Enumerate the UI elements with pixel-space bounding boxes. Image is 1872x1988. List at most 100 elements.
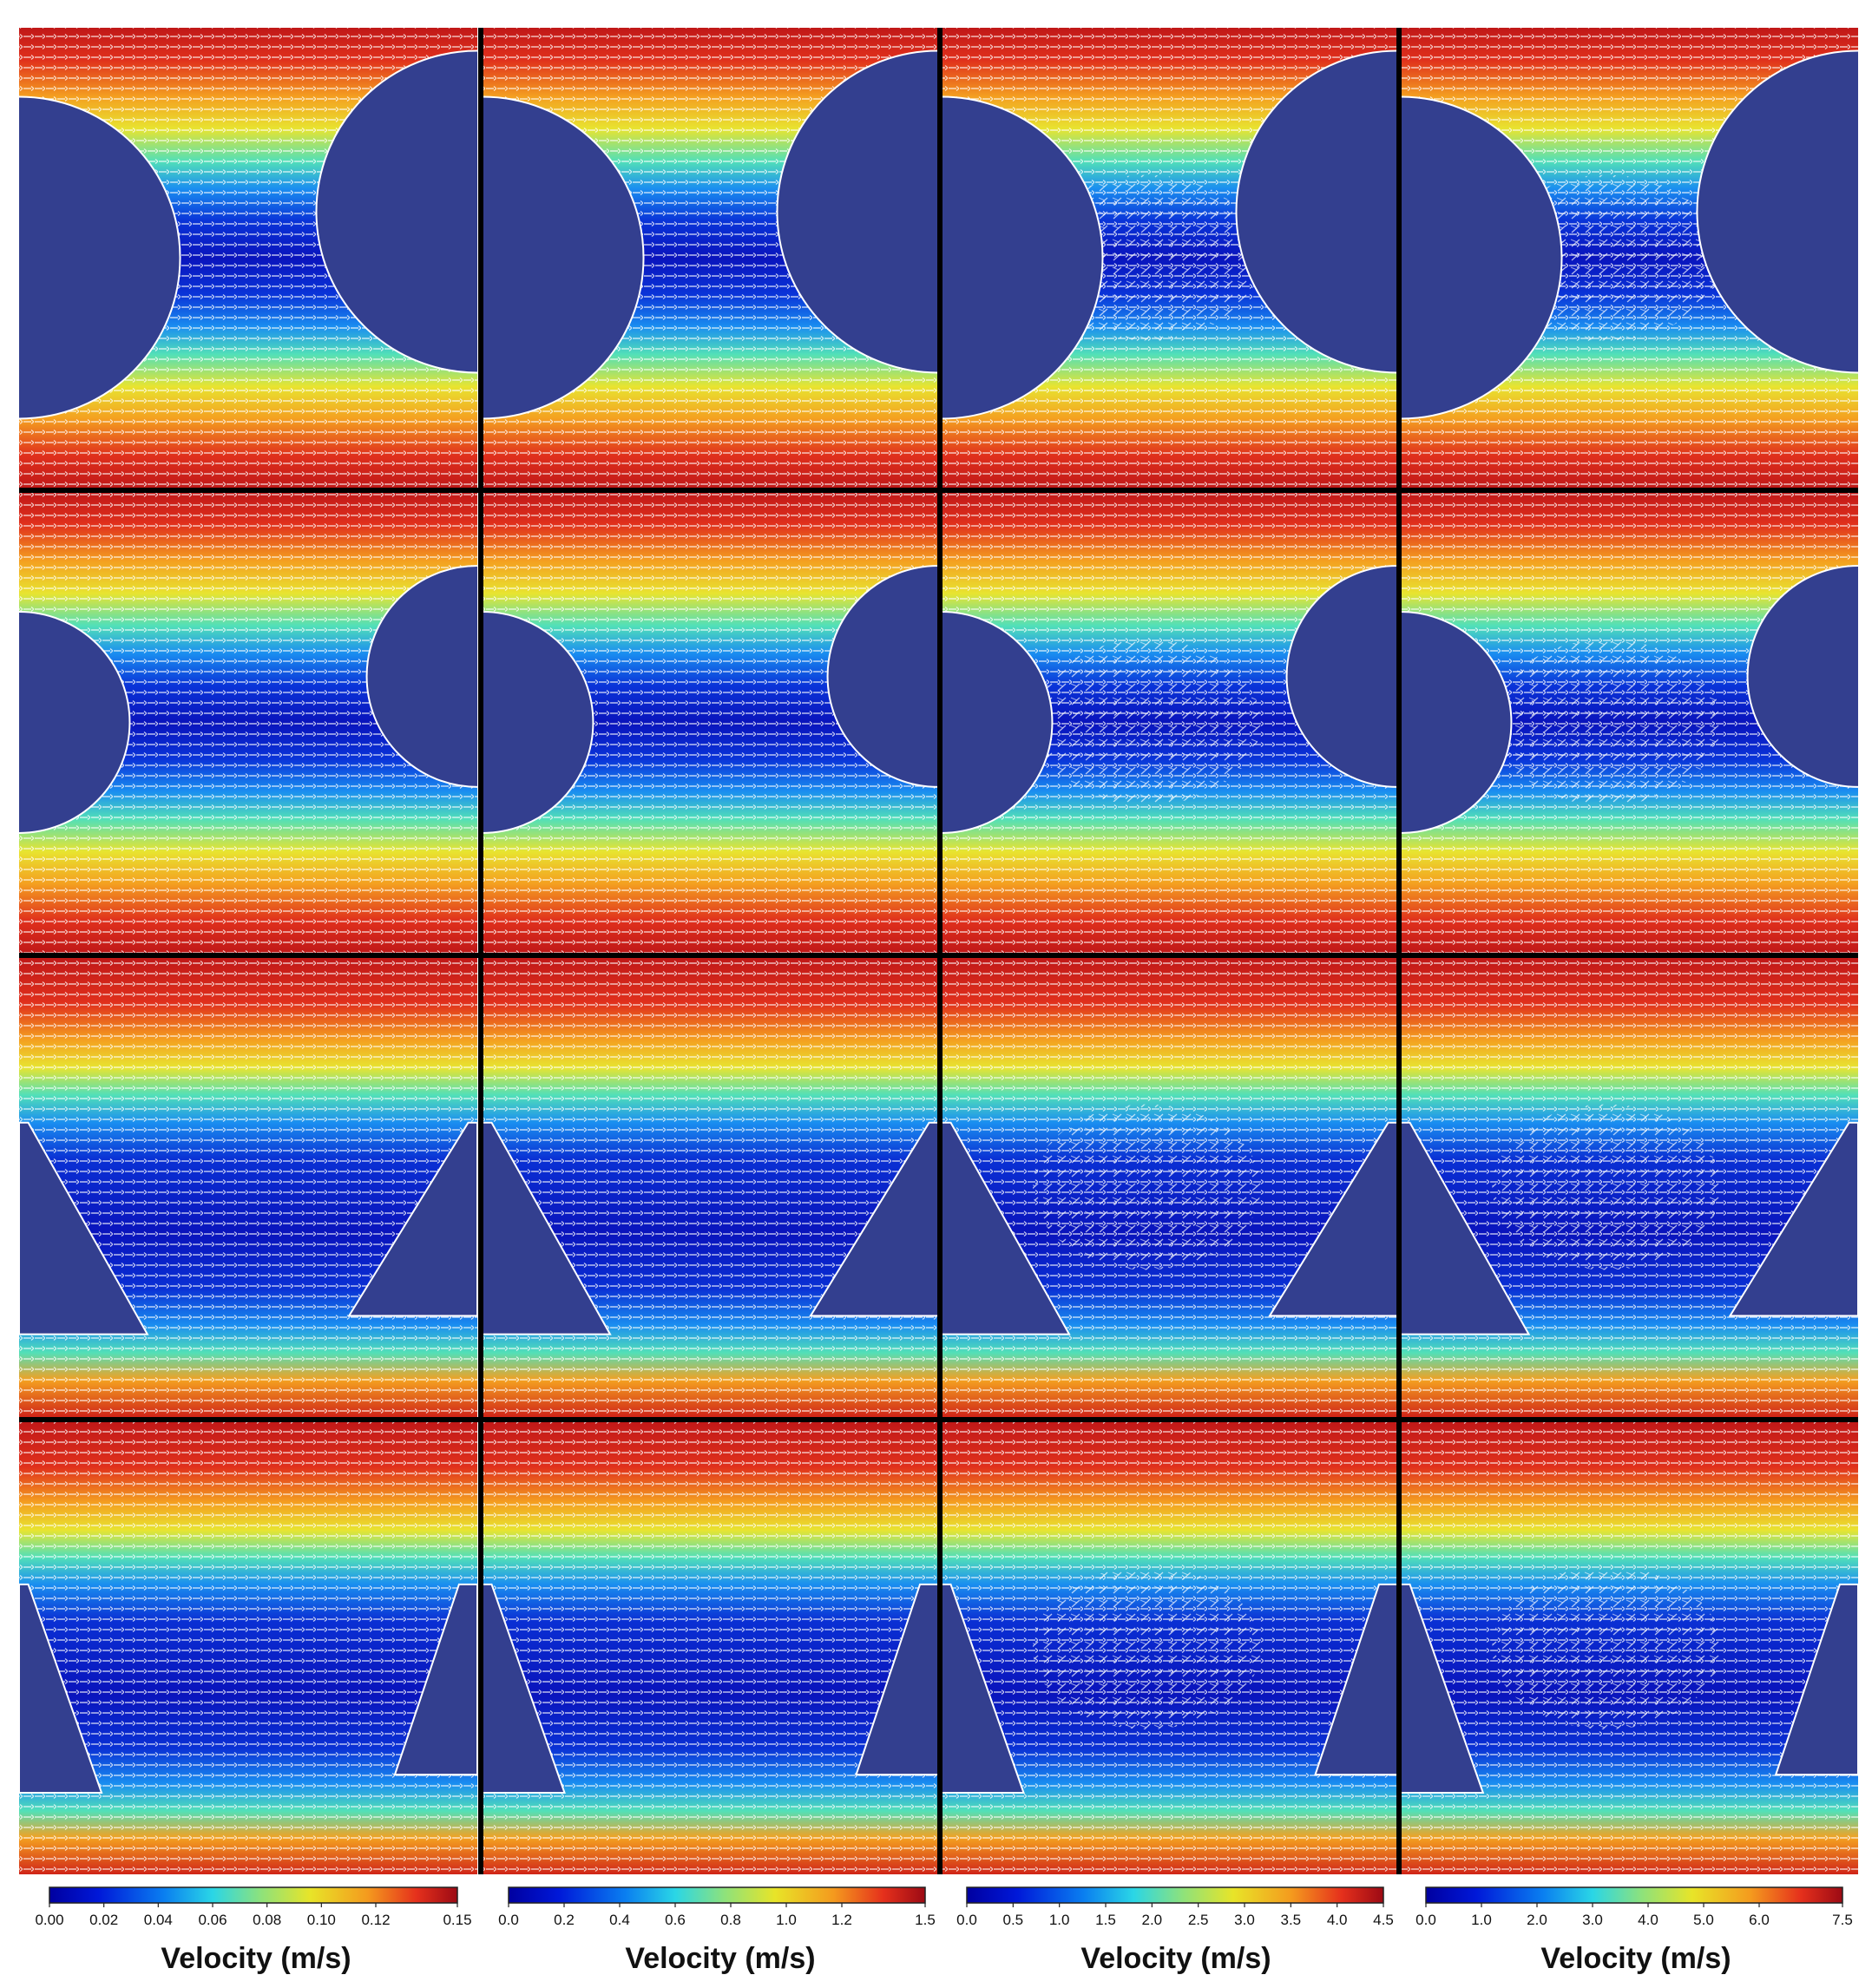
colorbar: 0.00 0.02 0.04 0.06 0.08 0.10 0.12 0.15 xyxy=(35,1886,472,1928)
vector-overlay xyxy=(483,1421,938,1874)
circular-obstacle xyxy=(826,564,938,788)
colorbar-tick-label: 2.0 xyxy=(1527,1912,1547,1928)
velocity-panel xyxy=(483,492,938,953)
colorbar-label-1: Velocity (m/s) xyxy=(161,1942,351,1975)
recirculation-vortex xyxy=(1492,1104,1721,1270)
colorbar-tick-label: 0.6 xyxy=(665,1912,686,1928)
velocity-panel xyxy=(19,492,477,953)
colorbar-tick-label: 0.04 xyxy=(144,1912,173,1928)
circular-obstacle xyxy=(483,95,645,420)
trapezoid-obstacle xyxy=(19,1583,103,1794)
circular-obstacle xyxy=(1746,564,1858,788)
colorbar: 0.0 0.5 1.0 1.5 2.0 2.5 3.0 3.5 4.0 4.5 xyxy=(956,1886,1394,1928)
recirculation-vortex xyxy=(1033,639,1261,806)
panel-divider xyxy=(19,1417,1858,1422)
vector-overlay xyxy=(19,957,477,1417)
velocity-panel xyxy=(1401,28,1858,488)
colorbar-tick-label: 0.08 xyxy=(253,1912,281,1928)
velocity-panel xyxy=(483,28,938,488)
colorbar: 0.0 1.0 2.0 3.0 4.0 5.0 6.0 7.5 xyxy=(1415,1886,1853,1928)
colorbar-tick-label: 1.0 xyxy=(776,1912,797,1928)
colorbar-group: 0.00 0.02 0.04 0.06 0.08 0.10 0.12 0.15 0.0 0.2 0.… xyxy=(35,1886,1853,1928)
velocity-panel xyxy=(483,1421,938,1874)
colorbar-tick-label: 0.06 xyxy=(198,1912,227,1928)
circular-obstacle xyxy=(1696,49,1858,374)
colorbar-tick-label: 2.5 xyxy=(1188,1912,1209,1928)
colorbar-tick-label: 0.12 xyxy=(361,1912,390,1928)
colorbar-tick-label: 0.4 xyxy=(609,1912,630,1928)
velocity-panel xyxy=(483,957,938,1417)
colorbar-tick-label: 0.8 xyxy=(720,1912,741,1928)
colorbar-tick-label: 4.0 xyxy=(1327,1912,1348,1928)
colorbar-tick-label: 4.0 xyxy=(1638,1912,1659,1928)
trapezoid-obstacle xyxy=(483,1583,566,1794)
colorbar-tick-label: 0.0 xyxy=(498,1912,519,1928)
colorbar-tick-label: 0.10 xyxy=(307,1912,336,1928)
velocity-panel xyxy=(942,957,1397,1417)
trapezoid-obstacle xyxy=(347,1121,477,1317)
trapezoid-obstacle xyxy=(942,1583,1025,1794)
panel-divider xyxy=(937,28,943,1874)
vector-overlay xyxy=(483,957,938,1417)
colorbar-tick-label: 6.0 xyxy=(1749,1912,1770,1928)
colorbar-tick-label: 0.02 xyxy=(89,1912,118,1928)
recirculation-vortex xyxy=(1033,1566,1261,1729)
trapezoid-obstacle xyxy=(1268,1121,1397,1317)
velocity-panel xyxy=(942,492,1397,953)
circular-obstacle xyxy=(942,95,1104,420)
trapezoid-obstacle xyxy=(855,1583,938,1776)
panel-grid xyxy=(19,28,1858,1874)
circular-obstacle xyxy=(1235,49,1397,374)
circular-obstacle xyxy=(19,611,131,834)
circular-obstacle xyxy=(942,611,1054,834)
colorbar-tick-label: 0.5 xyxy=(1003,1912,1024,1928)
panel-divider xyxy=(19,488,1858,493)
circular-obstacle xyxy=(315,49,477,374)
velocity-panel xyxy=(19,28,477,488)
trapezoid-obstacle xyxy=(809,1121,938,1317)
panel-divider xyxy=(478,28,483,1874)
colorbar-tick-label: 1.5 xyxy=(1095,1912,1116,1928)
colorbar-tick-label: 1.0 xyxy=(1049,1912,1070,1928)
colorbar-tick-label: 5.0 xyxy=(1693,1912,1714,1928)
trapezoid-obstacle xyxy=(1314,1583,1397,1776)
colorbar-tick-label: 0.0 xyxy=(956,1912,977,1928)
trapezoid-obstacle xyxy=(1728,1121,1858,1317)
panel-divider xyxy=(19,953,1858,958)
colorbar-tick-label: 1.0 xyxy=(1471,1912,1492,1928)
colorbar-label-4: Velocity (m/s) xyxy=(1540,1942,1731,1975)
colorbar-tick-label: 3.5 xyxy=(1281,1912,1302,1928)
velocity-panel xyxy=(19,957,477,1417)
colorbar-tick-label: 0.00 xyxy=(35,1912,63,1928)
colorbar-tick-label: 1.2 xyxy=(831,1912,852,1928)
colorbar-tick-label: 4.5 xyxy=(1373,1912,1394,1928)
colorbar-tick-label: 1.5 xyxy=(915,1912,936,1928)
trapezoid-obstacle xyxy=(1401,1583,1485,1794)
circular-obstacle xyxy=(776,49,938,374)
circular-obstacle xyxy=(1285,564,1397,788)
trapezoid-obstacle xyxy=(1401,1121,1531,1335)
velocity-panel xyxy=(942,1421,1397,1874)
colorbar-tick-label: 0.15 xyxy=(443,1912,471,1928)
colorbar: 0.0 0.2 0.4 0.6 0.8 1.0 1.2 1.5 xyxy=(498,1886,936,1928)
recirculation-vortex xyxy=(1492,1566,1721,1729)
colorbar-tick-label: 0.2 xyxy=(554,1912,575,1928)
colorbar-label-3: Velocity (m/s) xyxy=(1081,1942,1271,1975)
colorbar-tick-label: 3.0 xyxy=(1582,1912,1603,1928)
colorbar-tick-label: 0.0 xyxy=(1415,1912,1436,1928)
panel-divider xyxy=(1396,28,1402,1874)
velocity-panel xyxy=(1401,492,1858,953)
velocity-panel xyxy=(942,28,1397,488)
colorbar-tick-label: 3.0 xyxy=(1234,1912,1255,1928)
trapezoid-obstacle xyxy=(393,1583,477,1776)
velocity-panel xyxy=(19,1421,477,1874)
trapezoid-obstacle xyxy=(942,1121,1071,1335)
vector-overlay xyxy=(19,1421,477,1874)
circular-obstacle xyxy=(365,564,477,788)
circular-obstacle xyxy=(1401,95,1563,420)
recirculation-vortex xyxy=(1492,639,1721,806)
velocity-panel xyxy=(1401,1421,1858,1874)
trapezoid-obstacle xyxy=(19,1121,149,1335)
circular-obstacle xyxy=(19,95,181,420)
